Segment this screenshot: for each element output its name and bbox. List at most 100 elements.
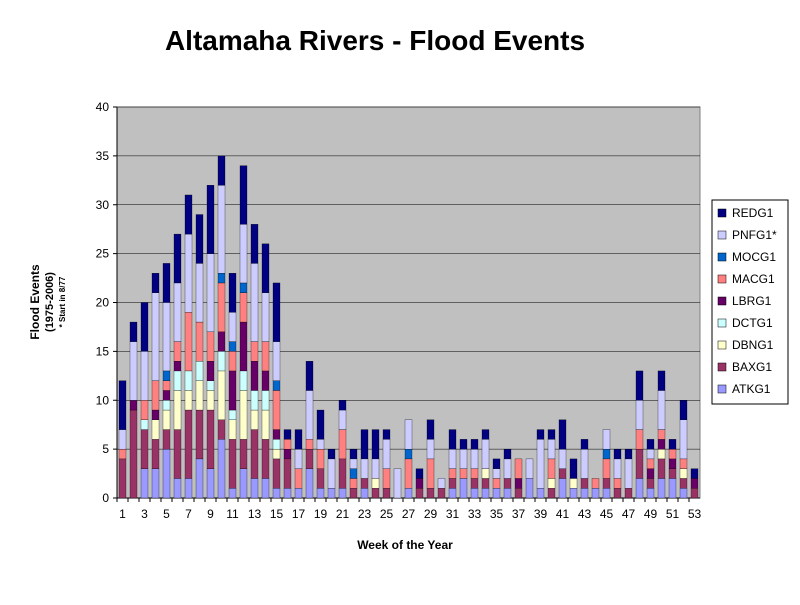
bar-segment <box>503 478 512 489</box>
bar-segment <box>195 458 204 499</box>
bar-segment <box>624 458 633 489</box>
bar-segment <box>591 478 600 489</box>
x-tick-label: 43 <box>578 507 592 521</box>
bar-segment <box>239 321 248 372</box>
bar-segment <box>195 214 204 264</box>
bar-segment <box>206 390 215 411</box>
bar-segment <box>250 409 259 430</box>
bar-segment <box>349 448 358 460</box>
bar-segment <box>426 439 435 460</box>
bar-segment <box>217 273 226 284</box>
bar-segment <box>470 468 479 479</box>
x-tick-label: 35 <box>490 507 504 521</box>
bar-segment <box>547 478 556 489</box>
y-tick-label: 30 <box>96 198 110 212</box>
bar-segment <box>415 468 424 479</box>
bar-segment <box>404 458 413 489</box>
bar-segment <box>668 439 677 450</box>
bar-segment <box>657 478 666 499</box>
bar-segment <box>580 478 589 489</box>
x-tick-label: 5 <box>163 507 170 521</box>
bar-segment <box>635 429 644 450</box>
legend-label: MOCG1 <box>732 250 776 264</box>
bar-segment <box>173 478 182 499</box>
x-tick-label: 47 <box>622 507 636 521</box>
legend-swatch <box>717 274 727 284</box>
bar-segment <box>316 409 325 440</box>
legend-swatch <box>717 384 727 394</box>
bar-segment <box>228 341 237 352</box>
bar-segment <box>272 380 281 391</box>
bar-segment <box>624 488 633 499</box>
bar-segment <box>173 429 182 479</box>
bar-segment <box>151 419 160 440</box>
bar-segment <box>140 400 149 420</box>
bar-segment <box>206 185 215 254</box>
bar-segment <box>338 488 347 499</box>
bar-segment <box>404 419 413 450</box>
x-tick-label: 41 <box>556 507 570 521</box>
bar-segment <box>558 478 567 499</box>
bar-segment <box>272 448 281 460</box>
bar-segment <box>525 458 534 479</box>
bar-segment <box>470 478 479 489</box>
bar-segment <box>118 448 127 460</box>
bar-segment <box>349 478 358 489</box>
bar-segment <box>668 468 677 479</box>
x-tick-label: 11 <box>226 507 239 521</box>
bar-segment <box>360 478 369 489</box>
bar-segment <box>184 370 193 391</box>
bar-segment <box>459 468 468 479</box>
legend-label: DCTG1 <box>732 316 773 330</box>
bar-segment <box>668 478 677 499</box>
bar-segment <box>338 409 347 430</box>
bar-segment <box>217 439 226 499</box>
bar-segment <box>338 429 347 460</box>
bar-segment <box>503 488 512 499</box>
bar-segment <box>327 458 336 489</box>
bar-segment <box>250 429 259 479</box>
bar-segment <box>481 429 490 440</box>
bar-segment <box>338 458 347 489</box>
bar-segment <box>316 468 325 489</box>
bar-segment <box>481 468 490 479</box>
bar-segment <box>272 488 281 499</box>
bar-segment <box>668 448 677 460</box>
x-tick-label: 25 <box>380 507 394 521</box>
bar-segment <box>195 263 204 323</box>
bar-segment <box>569 458 578 479</box>
bar-segment <box>316 488 325 499</box>
legend-swatch <box>717 208 727 218</box>
bar-segment <box>239 292 248 323</box>
bar-segment <box>635 400 644 430</box>
bar-segment <box>470 488 479 499</box>
bar-segment <box>228 488 237 499</box>
bar-segment <box>492 478 501 489</box>
bar-segment <box>261 243 270 293</box>
bar-segment <box>448 468 457 479</box>
bar-segment <box>140 419 149 430</box>
bar-segment <box>151 273 160 293</box>
bar-segment <box>360 458 369 479</box>
bar-segment <box>679 400 688 420</box>
bar-segment <box>437 478 446 489</box>
bar-segment <box>382 429 391 440</box>
bar-segment <box>250 224 259 264</box>
legend-label: LBRG1 <box>732 294 772 308</box>
y-tick-label: 5 <box>102 442 109 456</box>
bar-segment <box>239 282 248 293</box>
x-tick-label: 37 <box>512 507 526 521</box>
bar-segment <box>448 478 457 489</box>
bar-segment <box>558 419 567 450</box>
y-tick-label: 15 <box>96 344 110 358</box>
bar-segment <box>140 429 149 469</box>
bar-segment <box>558 468 567 479</box>
bar-segment <box>261 370 270 391</box>
x-tick-label: 3 <box>141 507 148 521</box>
x-tick-label: 19 <box>314 507 328 521</box>
bar-segment <box>624 448 633 460</box>
bar-segment <box>118 429 127 450</box>
bar-segment <box>602 448 611 460</box>
bar-segment <box>239 390 248 440</box>
bar-segment <box>514 488 523 499</box>
